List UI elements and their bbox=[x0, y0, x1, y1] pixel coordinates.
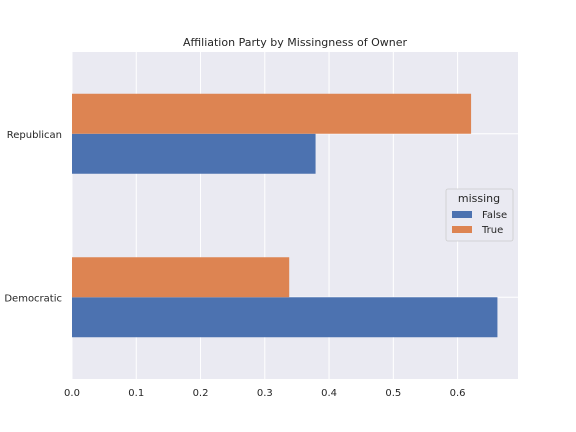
y-tick-label: Democratic bbox=[4, 293, 62, 304]
x-tick-labels: 0.0 0.1 0.2 0.3 0.4 0.5 0.6 bbox=[64, 388, 465, 399]
bar-democratic-false bbox=[72, 297, 498, 338]
x-tick-label: 0.3 bbox=[257, 388, 273, 399]
legend-label-false: False bbox=[482, 210, 507, 221]
y-tick-label: Republican bbox=[7, 130, 62, 141]
x-tick-label: 0.1 bbox=[128, 388, 144, 399]
chart-title: Affiliation Party by Missingness of Owne… bbox=[183, 36, 408, 49]
legend-swatch-false bbox=[452, 211, 472, 218]
bars bbox=[72, 93, 498, 338]
bar-republican-false bbox=[72, 133, 316, 174]
legend-label-true: True bbox=[481, 225, 503, 236]
bar-republican-true bbox=[72, 93, 472, 134]
bar-democratic-true bbox=[72, 257, 290, 298]
y-tick-labels: Democratic Republican bbox=[4, 130, 62, 305]
x-tick-label: 0.5 bbox=[385, 388, 401, 399]
x-tick-label: 0.0 bbox=[64, 388, 80, 399]
legend-title: missing bbox=[458, 192, 500, 205]
legend: missing False True bbox=[445, 188, 514, 242]
x-tick-label: 0.4 bbox=[321, 388, 337, 399]
x-tick-label: 0.6 bbox=[450, 388, 466, 399]
legend-swatch-true bbox=[452, 226, 472, 233]
x-tick-label: 0.2 bbox=[193, 388, 209, 399]
